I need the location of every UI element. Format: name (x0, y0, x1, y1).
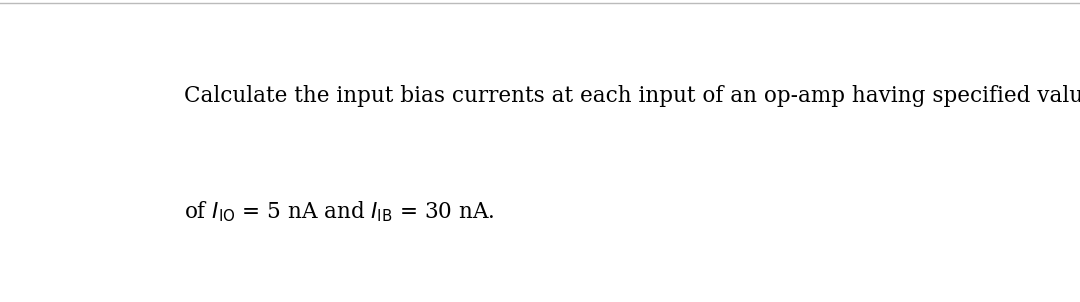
Text: of $\mathit{I}_{\mathrm{IO}}$ = 5 nA and $\mathit{I}_{\mathrm{IB}}$ = 30 nA.: of $\mathit{I}_{\mathrm{IO}}$ = 5 nA and… (185, 199, 495, 224)
Text: Calculate the input bias currents at each input of an op-amp having specified va: Calculate the input bias currents at eac… (185, 85, 1080, 107)
